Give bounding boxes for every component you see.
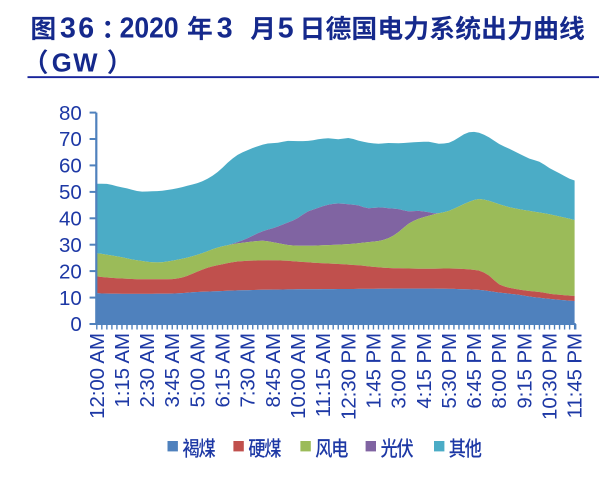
svg-text:40: 40: [59, 208, 82, 231]
svg-text:50: 50: [59, 181, 82, 204]
svg-text:12:00 AM: 12:00 AM: [86, 333, 109, 419]
svg-text:70: 70: [59, 128, 82, 151]
svg-text:6:15 AM: 6:15 AM: [212, 333, 235, 408]
svg-text:1:15 AM: 1:15 AM: [111, 333, 134, 408]
svg-text:9:15 PM: 9:15 PM: [513, 333, 536, 409]
svg-text:5: 5: [278, 12, 294, 44]
svg-text:3:45 AM: 3:45 AM: [161, 333, 184, 408]
svg-text:6:45 PM: 6:45 PM: [463, 333, 486, 409]
svg-text:0: 0: [70, 313, 81, 336]
svg-text:10:00 AM: 10:00 AM: [287, 333, 310, 419]
svg-text:12:30 PM: 12:30 PM: [337, 333, 360, 420]
svg-text:2:30 AM: 2:30 AM: [136, 333, 159, 408]
svg-text:4:15 PM: 4:15 PM: [413, 333, 436, 409]
svg-text:5:30 PM: 5:30 PM: [438, 333, 461, 409]
svg-text:7:30 AM: 7:30 AM: [237, 333, 260, 408]
svg-text:5:00 AM: 5:00 AM: [186, 333, 209, 408]
svg-text:30: 30: [59, 234, 82, 257]
svg-text:6: 6: [78, 12, 94, 44]
svg-text:3: 3: [217, 12, 233, 44]
svg-text:2020: 2020: [120, 12, 179, 44]
svg-text:3:00 PM: 3:00 PM: [388, 333, 411, 409]
svg-text:11:15 AM: 11:15 AM: [312, 333, 335, 417]
svg-text:10: 10: [59, 287, 82, 310]
svg-text:GW: GW: [52, 50, 99, 78]
svg-text:60: 60: [59, 155, 82, 178]
svg-text:11:45 PM: 11:45 PM: [564, 333, 587, 418]
svg-text:80: 80: [59, 102, 82, 125]
svg-text:8:00 PM: 8:00 PM: [488, 333, 511, 409]
svg-text:10:30 PM: 10:30 PM: [539, 333, 562, 420]
svg-text:8:45 AM: 8:45 AM: [262, 333, 285, 408]
svg-text:3: 3: [60, 12, 76, 44]
svg-text:20: 20: [59, 260, 82, 283]
svg-text:1:45 PM: 1:45 PM: [363, 333, 386, 409]
